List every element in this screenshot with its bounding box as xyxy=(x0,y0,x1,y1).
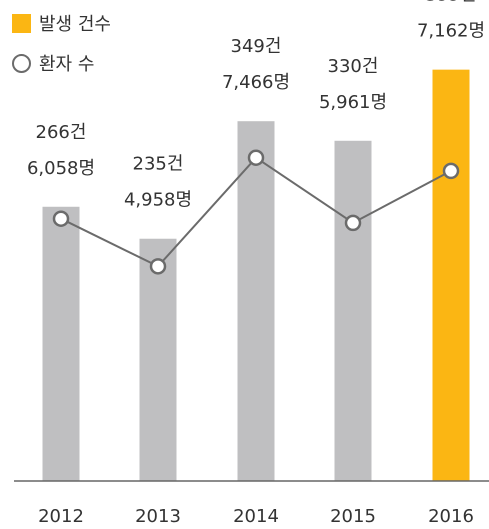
patients-point-2016 xyxy=(444,164,458,178)
x-tick-2015: 2015 xyxy=(330,506,376,527)
x-tick-2016: 2016 xyxy=(428,506,474,527)
patients-point-2013 xyxy=(151,259,165,273)
bar-label-2015: 330건 xyxy=(328,56,379,77)
x-tick-2013: 2013 xyxy=(135,506,181,527)
bar-2015 xyxy=(335,141,372,481)
point-label-2016: 7,162명 xyxy=(417,21,485,42)
patients-point-2015 xyxy=(346,216,360,230)
patients-point-2012 xyxy=(54,212,68,226)
bar-2014 xyxy=(238,121,275,481)
bar-label-2012: 266건 xyxy=(36,122,87,143)
x-tick-2012: 2012 xyxy=(38,506,84,527)
x-tick-2014: 2014 xyxy=(233,506,279,527)
point-label-2014: 7,466명 xyxy=(222,72,290,93)
bar-2016 xyxy=(433,70,470,481)
bar-2012 xyxy=(43,207,80,481)
bar-label-2016: 399건 xyxy=(426,0,477,6)
patients-point-2014 xyxy=(249,151,263,165)
bar-label-2013: 235건 xyxy=(133,154,184,175)
bar-label-2014: 349건 xyxy=(231,36,282,57)
point-label-2013: 4,958명 xyxy=(124,190,192,211)
point-label-2015: 5,961명 xyxy=(319,92,387,113)
point-label-2012: 6,058명 xyxy=(27,158,95,179)
bar-2013 xyxy=(140,239,177,481)
